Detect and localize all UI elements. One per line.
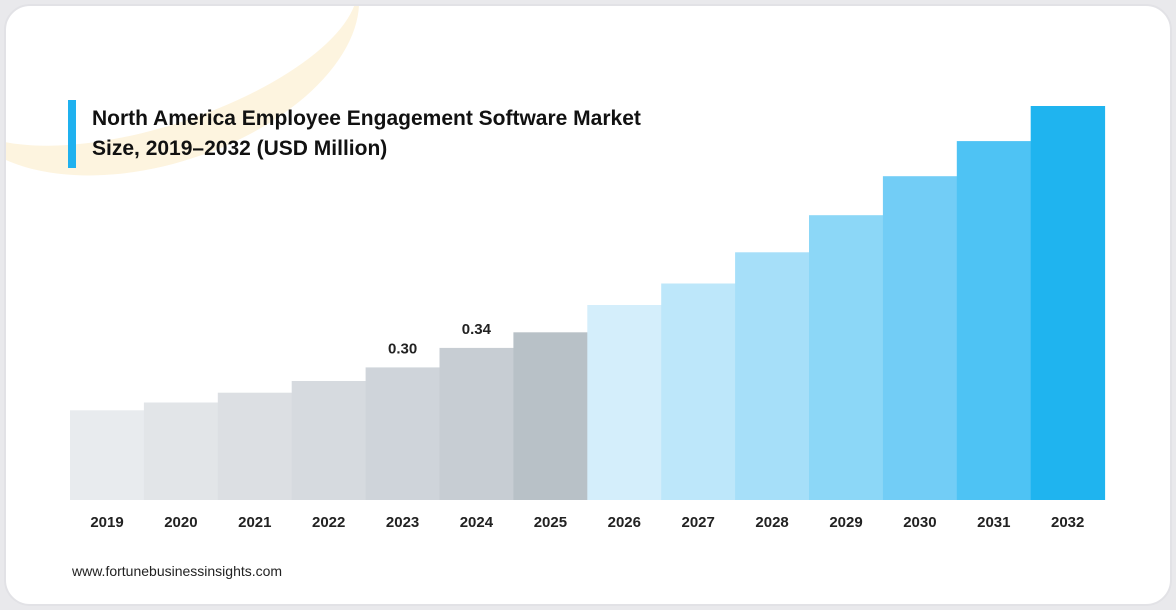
x-tick-label: 2029 — [829, 514, 862, 531]
bar-2028 — [735, 252, 810, 500]
x-tick-label: 2022 — [312, 514, 345, 531]
x-tick-label: 2019 — [90, 514, 123, 531]
bar-2030 — [882, 176, 958, 500]
x-tick-label: 2032 — [1051, 514, 1084, 531]
bar-2022 — [291, 381, 367, 500]
bar-2024 — [439, 347, 514, 500]
bar-2019 — [70, 410, 145, 500]
x-tick-label: 2025 — [534, 514, 567, 531]
bar-2029 — [809, 215, 884, 500]
x-tick-label: 2023 — [386, 514, 419, 531]
bar-2027 — [661, 283, 736, 500]
bar-2032 — [1030, 106, 1106, 500]
data-label-2023: 0.30 — [388, 340, 417, 357]
bar-2026 — [587, 305, 662, 500]
x-tick-label: 2024 — [460, 514, 494, 531]
bar-2023 — [365, 367, 440, 500]
x-tick-label: 2027 — [682, 514, 715, 531]
x-tick-label: 2028 — [755, 514, 788, 531]
source-url: www.fortunebusinessinsights.com — [72, 563, 283, 579]
bar-2031 — [956, 141, 1032, 500]
x-tick-label: 2026 — [608, 514, 641, 531]
bar-2025 — [513, 332, 588, 500]
bar-2020 — [143, 402, 219, 500]
title-accent-bar — [68, 100, 76, 168]
x-tick-label: 2020 — [164, 514, 197, 531]
data-label-2024: 0.34 — [462, 321, 492, 338]
chart-title: North America Employee Engagement Softwa… — [92, 107, 641, 160]
x-tick-label: 2030 — [903, 514, 936, 531]
x-tick-label: 2031 — [977, 514, 1010, 531]
x-tick-label: 2021 — [238, 514, 271, 531]
bar-2021 — [217, 392, 293, 500]
